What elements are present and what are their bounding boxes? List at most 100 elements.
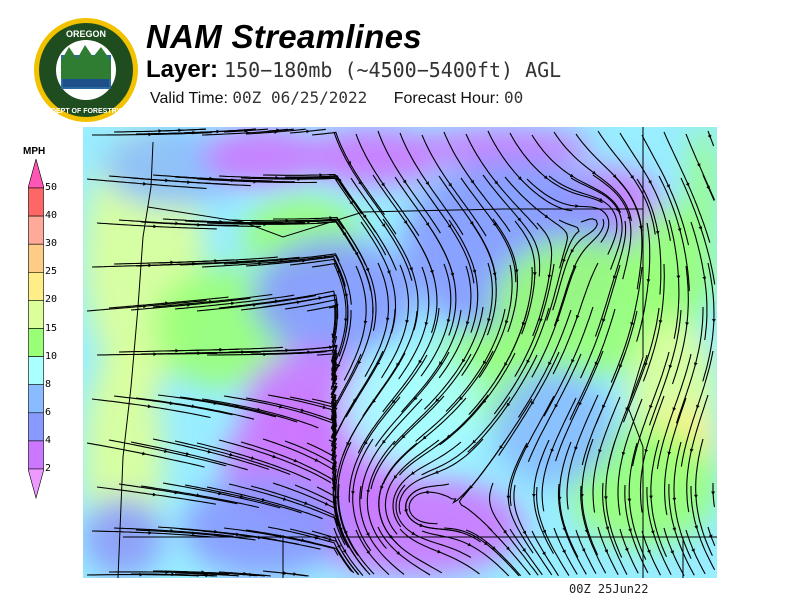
streamline — [382, 218, 419, 331]
streamline-arrowhead — [602, 318, 606, 323]
streamline-arrowhead — [544, 214, 549, 219]
streamline-arrowhead — [472, 269, 477, 274]
streamline-arrowhead — [562, 549, 566, 554]
streamline-arrowhead — [409, 267, 413, 272]
streamline — [557, 483, 587, 575]
streamline-arrowhead — [244, 128, 248, 133]
streamline-arrowhead — [627, 216, 631, 221]
streamline-arrowhead — [334, 303, 339, 308]
streamline-arrowhead — [366, 532, 370, 537]
streamline-arrowhead — [557, 496, 562, 501]
streamline-arrowhead — [504, 320, 509, 325]
colorbar-segment — [28, 412, 44, 442]
streamline — [245, 256, 346, 287]
streamline — [157, 128, 207, 132]
streamline-arrowhead — [644, 362, 648, 367]
streamline-arrowhead — [385, 317, 390, 322]
streamline-arrowhead — [347, 161, 351, 165]
streamline-arrowhead — [655, 230, 660, 235]
streamline-arrowhead — [615, 207, 620, 212]
streamline-arrowhead — [231, 301, 235, 306]
streamline-arrowhead — [672, 497, 677, 502]
streamline-arrowhead — [357, 360, 362, 365]
streamline-arrowhead — [165, 301, 169, 306]
streamline-arrowhead — [332, 379, 336, 384]
colorbar-segment — [28, 384, 44, 414]
streamline — [663, 131, 711, 243]
streamline-arrowhead — [218, 491, 222, 496]
streamline-arrowhead — [644, 449, 649, 453]
streamline-arrowhead — [258, 261, 262, 266]
valid-time-info: Valid Time: 00Z 06/25/2022 Forecast Hour… — [150, 88, 523, 108]
layer-label: Layer: — [146, 56, 219, 83]
streamline-arrowhead — [651, 530, 655, 535]
streamline-arrowhead — [366, 489, 371, 494]
streamline — [382, 307, 440, 413]
streamline-arrowhead — [351, 491, 355, 495]
streamline-arrowhead — [554, 404, 559, 408]
streamline — [622, 307, 660, 423]
colorbar-tick-label: 8 — [45, 378, 52, 390]
streamline-arrowhead — [191, 404, 196, 408]
streamline-arrowhead — [205, 573, 209, 578]
streamline-arrowhead — [323, 255, 328, 259]
page-title: NAM Streamlines — [146, 18, 422, 55]
streamline-arrowhead — [219, 347, 223, 352]
streamline-arrowhead — [532, 494, 536, 498]
streamline-arrowhead — [627, 498, 632, 503]
colorbar-tick-label: 25 — [45, 266, 58, 278]
streamline-arrowhead — [349, 200, 353, 205]
forecast-hour-value: 00 — [503, 88, 524, 107]
colorbar-segment — [28, 272, 44, 301]
streamline — [284, 572, 309, 577]
streamline-arrowhead — [405, 319, 409, 324]
streamline-arrowhead — [573, 265, 577, 269]
streamline — [690, 486, 716, 570]
streamline-arrowhead — [465, 321, 470, 326]
streamline-arrowhead — [594, 361, 599, 366]
streamline-arrowhead — [362, 214, 367, 219]
colorbar-tick-label: 30 — [45, 238, 58, 250]
streamline-arrowhead — [698, 226, 703, 231]
streamline-arrowhead — [603, 496, 608, 500]
streamline-arrowhead — [393, 475, 398, 479]
streamline — [642, 263, 665, 382]
streamline-arrowhead — [280, 258, 284, 262]
colorbar-tick-label: 50 — [45, 182, 58, 193]
streamline — [262, 173, 363, 215]
streamline-arrowhead — [467, 542, 472, 547]
streamline — [514, 263, 555, 377]
streamline-arrowhead — [506, 495, 511, 500]
streamline — [174, 572, 239, 577]
streamline-arrowhead — [522, 548, 526, 553]
streamline-arrowhead — [263, 222, 267, 227]
streamline-arrowhead — [696, 163, 701, 168]
streamline-arrowhead — [274, 299, 279, 304]
streamline-arrowhead — [625, 407, 630, 412]
streamline-arrowhead — [707, 134, 712, 139]
streamline — [96, 222, 217, 230]
streamline — [395, 484, 472, 558]
streamline — [668, 483, 695, 576]
streamline — [401, 309, 462, 413]
streamline-arrowhead — [578, 401, 582, 406]
wind-speed-region — [343, 347, 483, 467]
streamline — [443, 131, 511, 233]
streamline-arrowhead — [381, 223, 386, 228]
colorbar-unit: MPH — [23, 146, 46, 157]
streamline — [592, 174, 632, 280]
streamline-arrowhead — [337, 544, 341, 549]
svg-text:OREGON: OREGON — [66, 29, 106, 39]
streamline-arrowhead — [550, 448, 555, 453]
streamline — [86, 299, 207, 312]
streamline-arrowhead — [624, 547, 629, 552]
streamline — [509, 528, 543, 576]
colorbar-tick-label: 6 — [45, 406, 52, 418]
colorbar-segment — [28, 215, 44, 245]
streamline-arrowhead — [437, 549, 442, 554]
streamline-arrowhead — [424, 490, 429, 495]
streamline-arrowhead — [411, 531, 416, 535]
streamline-arrowhead — [304, 501, 309, 505]
streamline-arrowhead — [196, 493, 201, 497]
streamline-arrowhead — [649, 404, 653, 409]
